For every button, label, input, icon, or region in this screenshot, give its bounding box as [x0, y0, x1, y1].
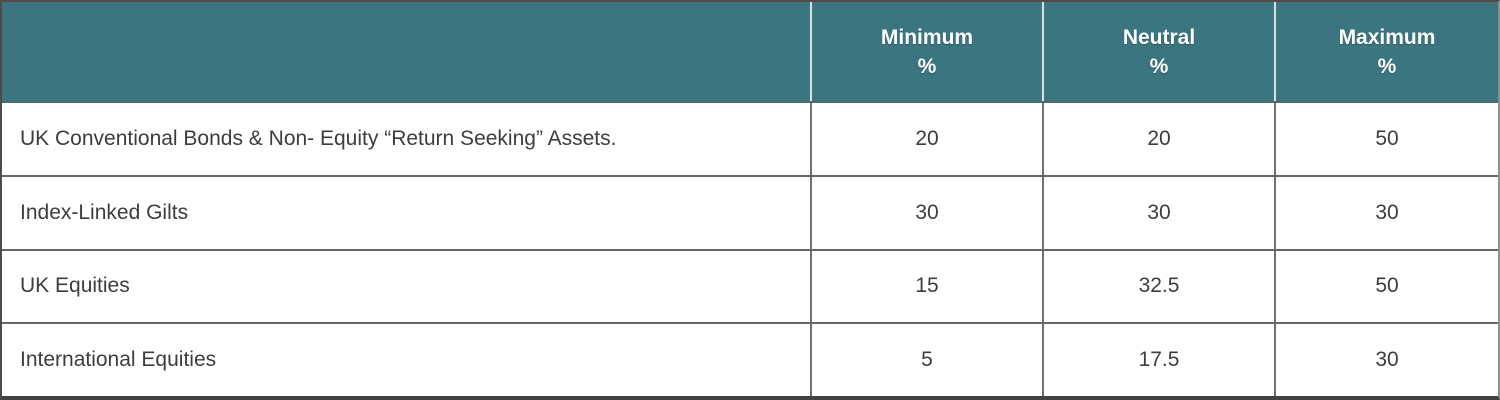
header-neutral-unit: %: [1149, 54, 1169, 78]
minimum-value-cell: 30: [810, 176, 1042, 249]
header-neutral-label: Neutral: [1122, 25, 1196, 49]
minimum-value-cell: 15: [810, 250, 1042, 323]
table-row: UK Equities 15 32.5 50: [2, 248, 1498, 323]
header-cell-neutral: Neutral %: [1042, 2, 1274, 101]
table-header-row: Minimum % Neutral % Maximum %: [2, 2, 1498, 103]
header-cell-minimum: Minimum %: [810, 2, 1042, 101]
header-minimum-unit: %: [917, 54, 937, 78]
maximum-value-cell: 30: [1274, 176, 1498, 249]
neutral-value-cell: 20: [1042, 103, 1274, 175]
row-label-cell: Index-Linked Gilts: [20, 200, 189, 224]
maximum-value-cell: 30: [1274, 324, 1498, 396]
table-body: UK Conventional Bonds & Non- Equity “Ret…: [2, 103, 1498, 396]
row-label-cell: International Equities: [20, 348, 217, 372]
header-cell-maximum: Maximum %: [1274, 2, 1498, 101]
header-cell-blank: [2, 2, 810, 101]
table-row: Index-Linked Gilts 30 30 30: [2, 174, 1498, 249]
minimum-value-cell: 20: [810, 103, 1042, 175]
header-maximum-label: Maximum: [1338, 25, 1436, 49]
row-label-cell: UK Equities: [20, 274, 130, 298]
table-row: International Equities 5 17.5 30: [2, 322, 1498, 396]
minimum-value-cell: 5: [810, 324, 1042, 396]
neutral-value-cell: 30: [1042, 176, 1274, 249]
neutral-value-cell: 32.5: [1042, 250, 1274, 323]
header-maximum-unit: %: [1377, 54, 1397, 78]
neutral-value-cell: 17.5: [1042, 324, 1274, 396]
maximum-value-cell: 50: [1274, 250, 1498, 323]
header-minimum-label: Minimum: [880, 25, 974, 49]
table-row: UK Conventional Bonds & Non- Equity “Ret…: [2, 103, 1498, 175]
maximum-value-cell: 50: [1274, 103, 1498, 175]
row-label-cell: UK Conventional Bonds & Non- Equity “Ret…: [20, 126, 617, 150]
